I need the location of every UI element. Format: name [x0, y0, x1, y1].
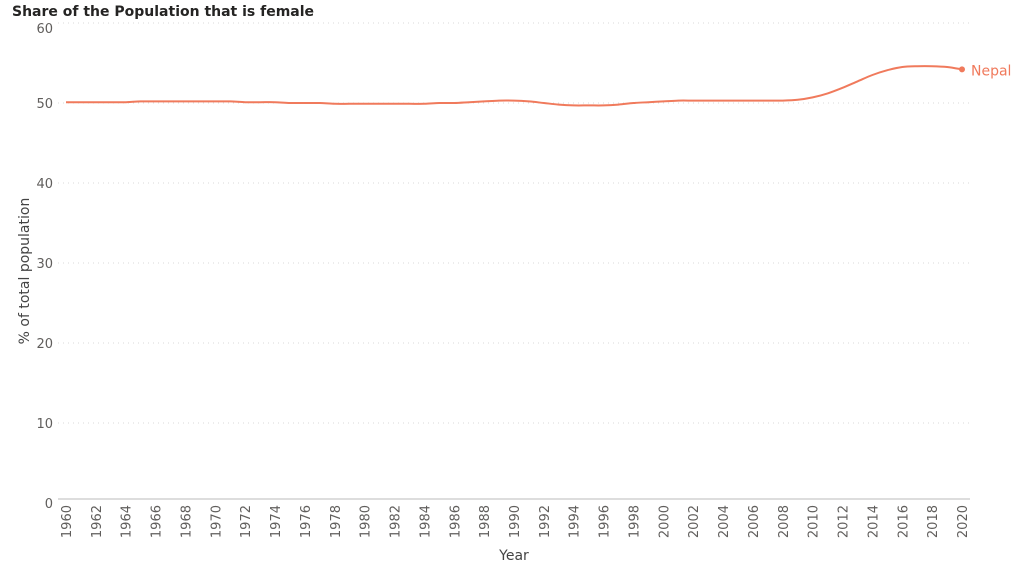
y-tick-label: 40 — [36, 177, 53, 192]
x-tick-label: 1976 — [299, 505, 314, 538]
x-tick-label: 1966 — [150, 505, 165, 538]
x-tick-label: 1992 — [538, 505, 553, 538]
x-tick-label: 1970 — [209, 505, 224, 538]
x-tick-label: 1962 — [90, 505, 105, 538]
x-tick-label: 1998 — [627, 505, 642, 538]
x-tick-label: 1984 — [418, 505, 433, 538]
x-tick-label: 1988 — [478, 505, 493, 538]
series-label: Nepal — [971, 63, 1011, 79]
x-tick-label: 2018 — [926, 505, 941, 538]
x-tick-label: 2016 — [896, 505, 911, 538]
y-tick-label: 30 — [36, 257, 53, 272]
chart-title: Share of the Population that is female — [12, 4, 315, 20]
x-tick-label: 1994 — [568, 505, 583, 538]
x-tick-label: 1980 — [359, 505, 374, 538]
x-tick-label: 2000 — [657, 505, 672, 538]
x-tick-label: 2006 — [747, 505, 762, 538]
x-tick-label: 1986 — [448, 505, 463, 538]
series-end-point — [959, 66, 965, 73]
x-tick-label: 2002 — [687, 505, 702, 538]
x-tick-label: 1974 — [269, 505, 284, 538]
x-tick-label: 1968 — [179, 505, 194, 538]
y-tick-label: 0 — [45, 497, 53, 512]
series-line-nepal — [66, 65, 963, 107]
x-tick-label: 1982 — [389, 505, 404, 538]
x-tick-label: 2004 — [717, 505, 732, 538]
y-tick-label: 60 — [36, 22, 53, 37]
x-tick-label: 1960 — [60, 505, 75, 538]
y-tick-label: 50 — [36, 97, 53, 112]
x-tick-label: 1972 — [239, 505, 254, 538]
x-tick-label: 2010 — [807, 505, 822, 538]
y-tick-label: 10 — [36, 417, 53, 432]
x-axis-title: Year — [498, 548, 529, 564]
x-tick-label: 2020 — [956, 505, 971, 538]
x-tick-label: 1990 — [508, 505, 523, 538]
x-tick-label: 2012 — [837, 505, 852, 538]
y-tick-label: 20 — [36, 337, 53, 352]
y-axis-title: % of total population — [17, 198, 33, 345]
x-tick-label: 1964 — [120, 505, 135, 538]
x-tick-label: 1978 — [329, 505, 344, 538]
x-tick-label: 1996 — [598, 505, 613, 538]
x-tick-label: 2008 — [777, 505, 792, 538]
x-tick-label: 2014 — [866, 505, 881, 538]
